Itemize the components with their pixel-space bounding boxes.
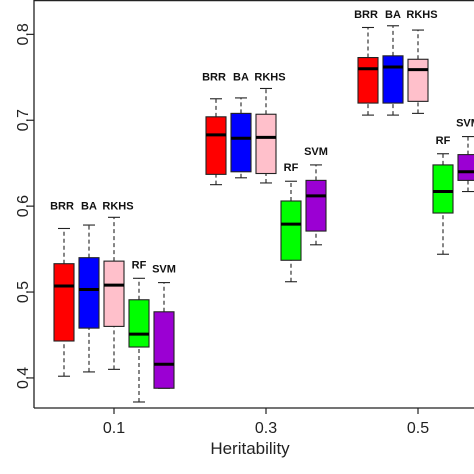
- iqr-box: [255, 113, 277, 175]
- iqr-box: [230, 112, 252, 173]
- method-label: RF: [284, 162, 299, 174]
- x-tick-label: 0.3: [255, 420, 277, 437]
- iqr-box: [357, 56, 379, 104]
- iqr-box: [305, 179, 327, 232]
- y-tick-label: 0.4: [15, 367, 32, 389]
- method-label: BA: [385, 9, 401, 21]
- box-rkhs-h0.3: [255, 87, 277, 184]
- x-tick-label: 0.5: [407, 420, 429, 437]
- iqr-box: [457, 154, 474, 181]
- box-rkhs-h0.1: [103, 216, 125, 370]
- y-tick-label: 0.7: [15, 109, 32, 131]
- box-brr-h0.3: [205, 98, 227, 186]
- iqr-box: [53, 263, 75, 342]
- method-label: BRR: [354, 9, 378, 21]
- box-rf-h0.1: [128, 277, 150, 403]
- iqr-box: [78, 257, 100, 329]
- iqr-box: [407, 58, 429, 102]
- axes-layer: 0.4 0.5 0.6 0.7 0.8 0.1 0.3 0.5: [15, 0, 474, 437]
- method-label: BRR: [50, 200, 74, 212]
- box-rkhs-h0.5: [407, 29, 429, 114]
- iqr-box: [432, 164, 454, 214]
- box-rf-h0.3: [280, 180, 302, 283]
- method-label: SVM: [456, 118, 474, 130]
- iqr-box: [382, 55, 404, 104]
- iqr-box: [103, 260, 125, 327]
- box-brr-h0.1: [53, 227, 75, 377]
- method-label: RKHS: [254, 71, 285, 83]
- method-label: RF: [132, 259, 147, 271]
- box-svm-h0.1: [153, 282, 175, 389]
- box-rf-h0.5: [432, 153, 454, 255]
- y-tick-label: 0.8: [15, 23, 32, 45]
- iqr-box: [128, 299, 150, 348]
- iqr-box: [153, 311, 175, 389]
- method-label: RKHS: [102, 200, 133, 212]
- iqr-box: [205, 116, 227, 175]
- method-label: BA: [81, 200, 97, 212]
- method-label: BRR: [202, 71, 226, 83]
- method-label: SVM: [304, 146, 328, 158]
- y-tick-label: 0.5: [15, 281, 32, 303]
- box-ba-h0.1: [78, 224, 100, 373]
- box-brr-h0.5: [357, 26, 379, 116]
- boxes-layer: [53, 25, 474, 403]
- y-tick-label: 0.6: [15, 195, 32, 217]
- box-svm-h0.5: [457, 136, 474, 193]
- method-label: RKHS: [406, 9, 437, 21]
- box-ba-h0.5: [382, 25, 404, 116]
- method-label: BA: [233, 71, 249, 83]
- method-label: SVM: [152, 264, 176, 276]
- x-tick-label: 0.1: [103, 420, 125, 437]
- iqr-box: [280, 200, 302, 261]
- box-svm-h0.3: [305, 164, 327, 246]
- x-axis-title: Heritability: [210, 439, 290, 458]
- method-label: RF: [436, 135, 451, 147]
- method-labels-layer: BRR BA RKHS RF SVM BRR BA RKHS RF SVM BRR BA RKHS RF S…: [50, 9, 474, 276]
- box-ba-h0.3: [230, 97, 252, 179]
